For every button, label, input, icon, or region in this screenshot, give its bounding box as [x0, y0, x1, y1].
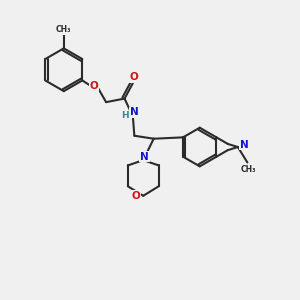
Text: N: N [130, 107, 138, 117]
Text: CH₃: CH₃ [241, 164, 256, 173]
Text: CH₃: CH₃ [56, 25, 72, 34]
Text: N: N [240, 140, 249, 150]
Text: O: O [131, 191, 140, 201]
Text: O: O [89, 81, 98, 91]
Text: N: N [140, 152, 149, 161]
Text: O: O [129, 72, 138, 82]
Text: H: H [121, 111, 128, 120]
